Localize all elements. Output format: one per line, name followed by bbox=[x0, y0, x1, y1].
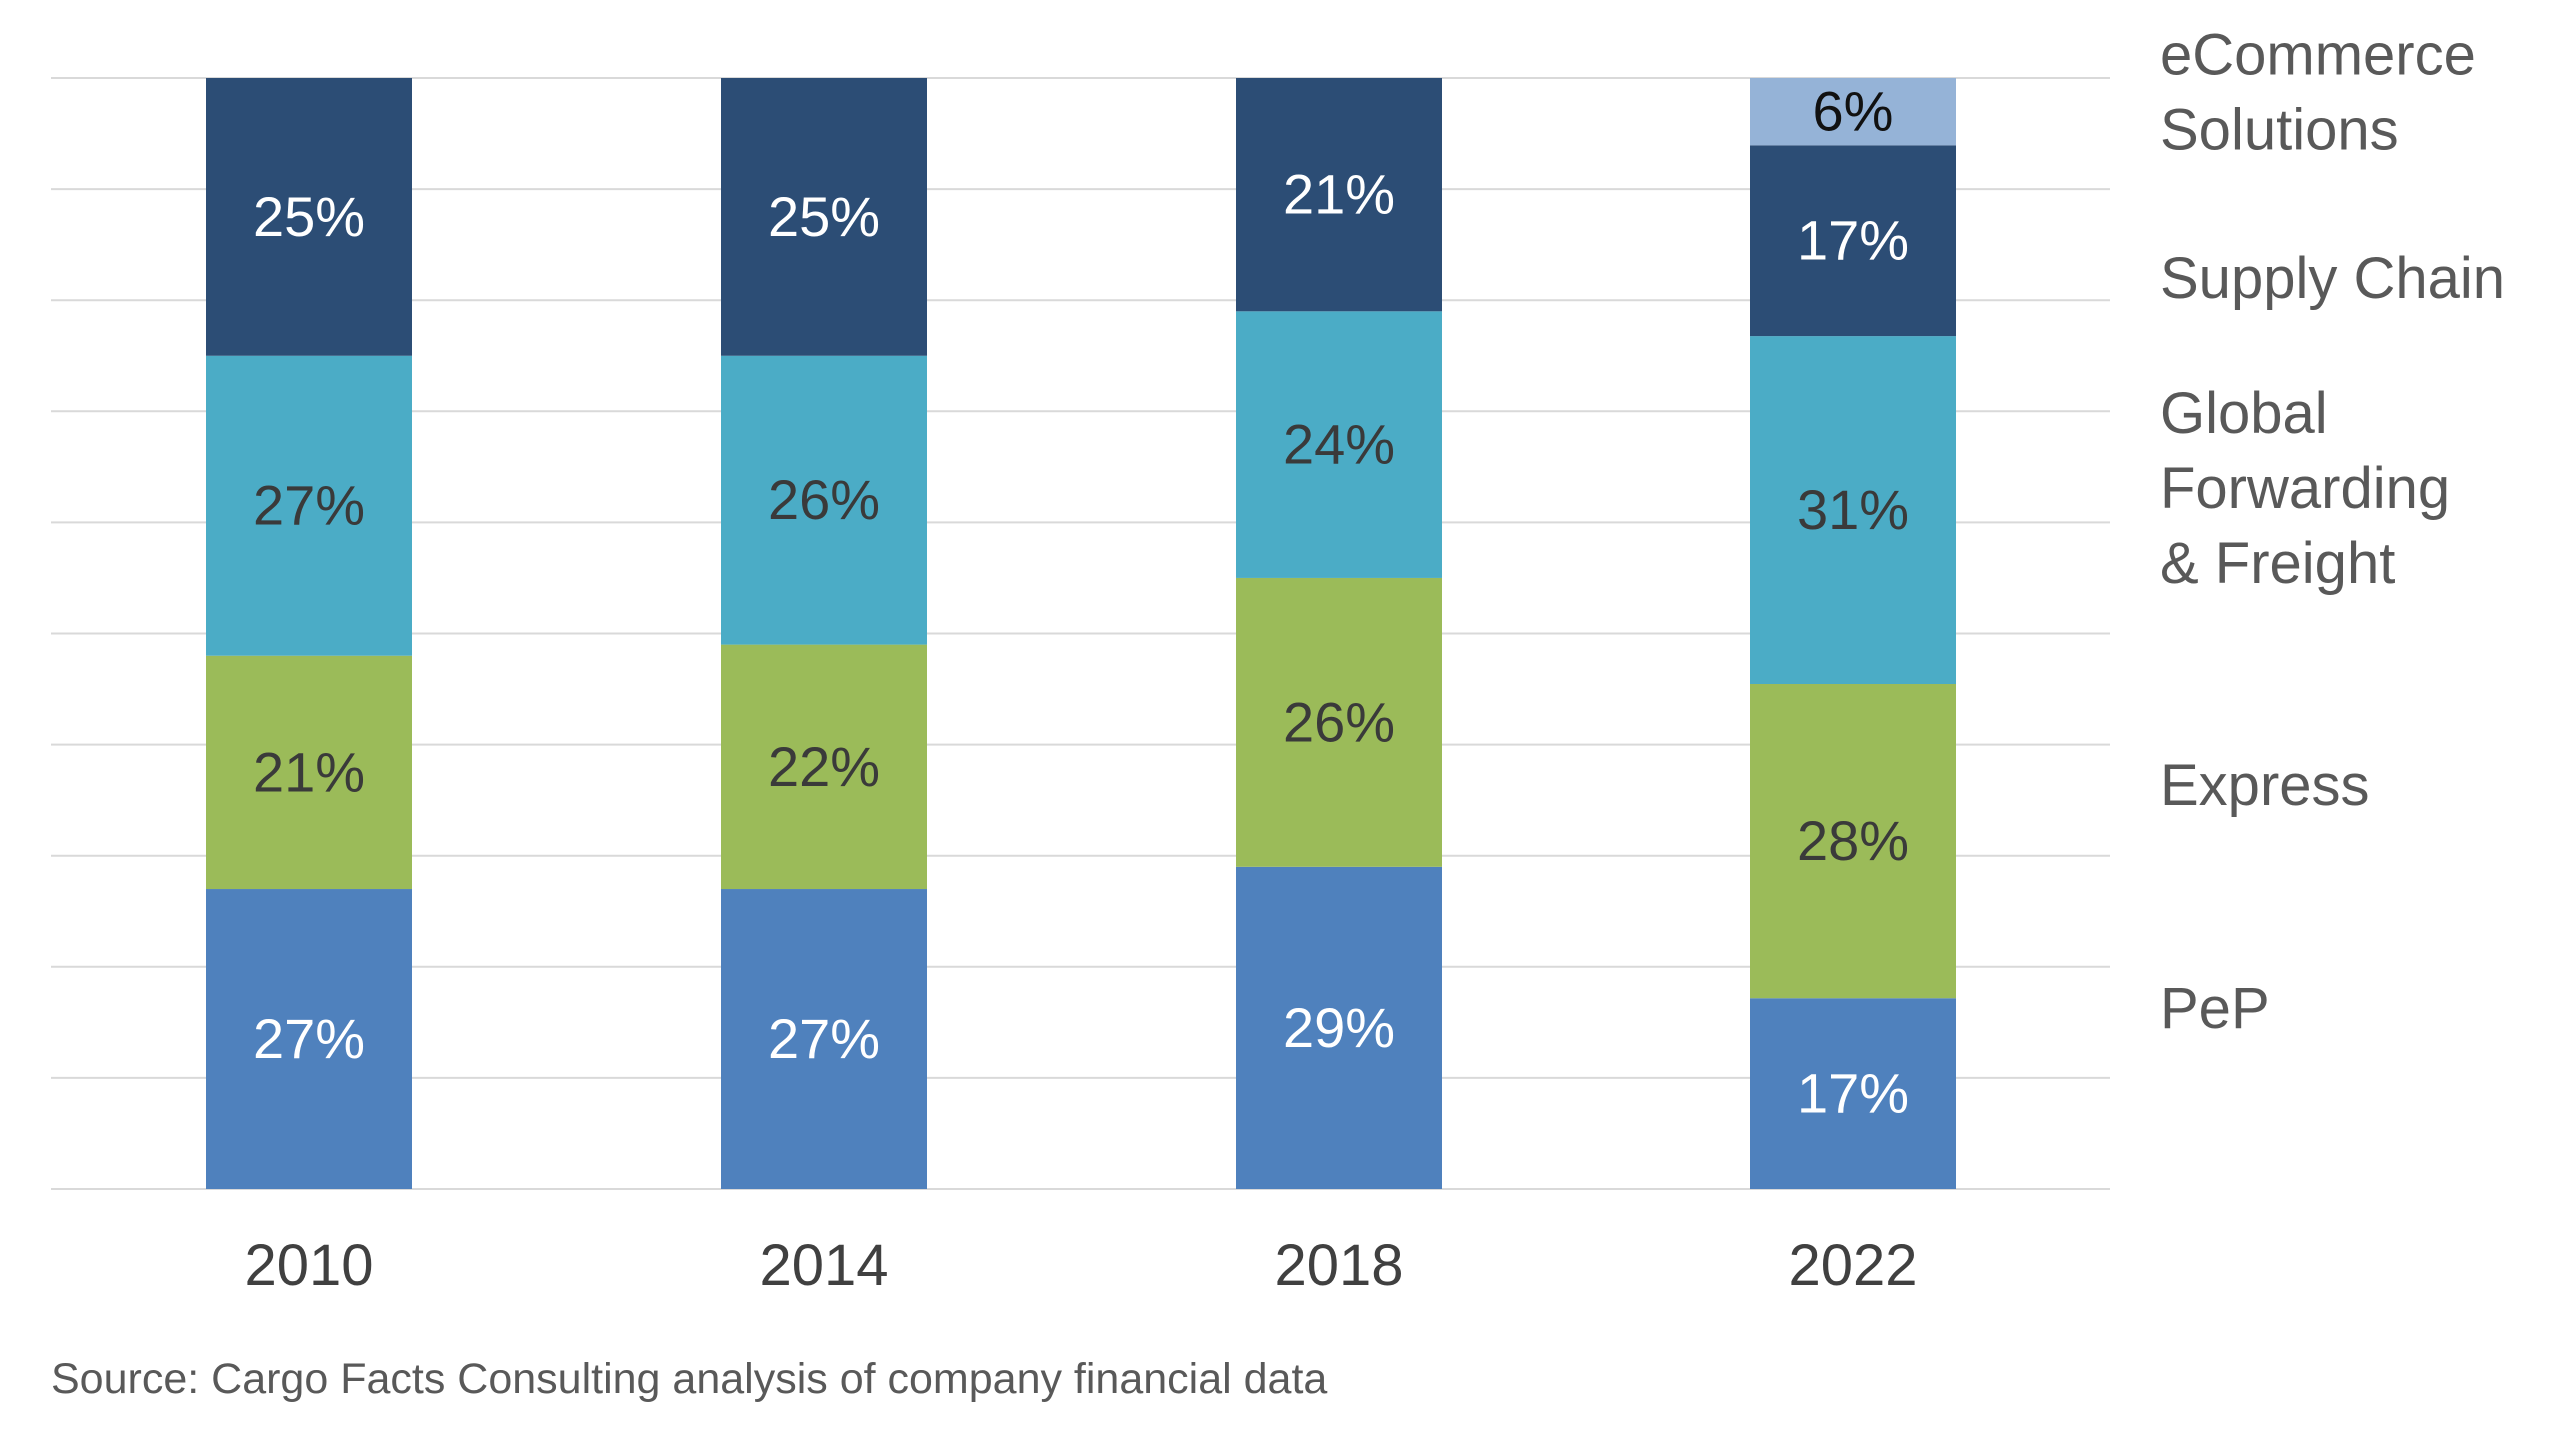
data-label: 26% bbox=[768, 468, 880, 531]
legend-entry-express: Express bbox=[2160, 753, 2370, 818]
bar-segment-supply-chain-2018 bbox=[1236, 78, 1442, 312]
data-label: 31% bbox=[1797, 478, 1909, 541]
bar-segment-pep-2022 bbox=[1750, 998, 1956, 1189]
data-labels: 27% 21% 27% 25% 27% 22% 26% 25% 29% 26% 24% 21% 17% 2… bbox=[253, 80, 1909, 1125]
data-label: 17% bbox=[1797, 209, 1909, 272]
data-label: 28% bbox=[1797, 809, 1909, 872]
bar-segment-express-2022 bbox=[1750, 684, 1956, 999]
legend-entry-global-forwarding-freight: Global Forwarding & Freight bbox=[2160, 381, 2450, 596]
legend-label-line: & Freight bbox=[2160, 531, 2395, 596]
legend-entry-ecommerce-solutions: eCommerce Solutions bbox=[2160, 23, 2476, 163]
bar-segment-pep-2018 bbox=[1236, 866, 1442, 1189]
legend: PeP Express Global Forwarding & Freight Suppl… bbox=[2160, 23, 2505, 1042]
bar-segment-supply-chain-2010 bbox=[206, 78, 412, 356]
bar-segment-global-forwarding-freight-2014 bbox=[721, 355, 927, 645]
x-tick-label: 2022 bbox=[1788, 1233, 1917, 1298]
bar-segment-global-forwarding-freight-2018 bbox=[1236, 311, 1442, 578]
data-label: 26% bbox=[1283, 690, 1395, 753]
bar-segments bbox=[206, 78, 1956, 1189]
data-label: 21% bbox=[1283, 163, 1395, 226]
legend-label-line: PeP bbox=[2160, 976, 2270, 1041]
bar-segment-pep-2010 bbox=[206, 889, 412, 1189]
bar-segment-global-forwarding-freight-2022 bbox=[1750, 336, 1956, 684]
data-label: 25% bbox=[253, 185, 365, 248]
data-label: 27% bbox=[253, 1007, 365, 1070]
bar-segment-global-forwarding-freight-2010 bbox=[206, 355, 412, 656]
data-label: 6% bbox=[1813, 80, 1894, 143]
legend-label-line: Global bbox=[2160, 381, 2328, 446]
x-tick-label: 2010 bbox=[244, 1233, 373, 1298]
bar-segment-ecommerce-solutions-2022 bbox=[1750, 78, 1956, 146]
bar-segment-supply-chain-2014 bbox=[721, 78, 927, 356]
data-label: 17% bbox=[1797, 1062, 1909, 1125]
data-label: 25% bbox=[768, 185, 880, 248]
legend-label-line: Solutions bbox=[2160, 98, 2399, 163]
bar-segment-supply-chain-2022 bbox=[1750, 145, 1956, 337]
data-label: 24% bbox=[1283, 413, 1395, 476]
legend-label-line: Supply Chain bbox=[2160, 246, 2505, 311]
bar-segment-express-2018 bbox=[1236, 577, 1442, 867]
x-tick-label: 2014 bbox=[759, 1233, 888, 1298]
bar-segment-express-2010 bbox=[206, 655, 412, 890]
legend-label-line: Express bbox=[2160, 753, 2370, 818]
data-label: 22% bbox=[768, 735, 880, 798]
data-label: 29% bbox=[1283, 996, 1395, 1059]
legend-label-line: eCommerce bbox=[2160, 23, 2476, 88]
bar-segment-express-2014 bbox=[721, 644, 927, 890]
legend-entry-supply-chain: Supply Chain bbox=[2160, 246, 2505, 311]
data-label: 27% bbox=[253, 474, 365, 537]
x-tick-label: 2018 bbox=[1274, 1233, 1403, 1298]
bar-segment-pep-2014 bbox=[721, 889, 927, 1189]
legend-label-line: Forwarding bbox=[2160, 456, 2450, 521]
data-label: 21% bbox=[253, 740, 365, 803]
legend-entry-pep: PeP bbox=[2160, 976, 2270, 1041]
data-label: 27% bbox=[768, 1007, 880, 1070]
source-note: Source: Cargo Facts Consulting analysis … bbox=[51, 1355, 1328, 1403]
x-axis-tick-labels: 2010 2014 2018 2022 bbox=[244, 1233, 1917, 1298]
